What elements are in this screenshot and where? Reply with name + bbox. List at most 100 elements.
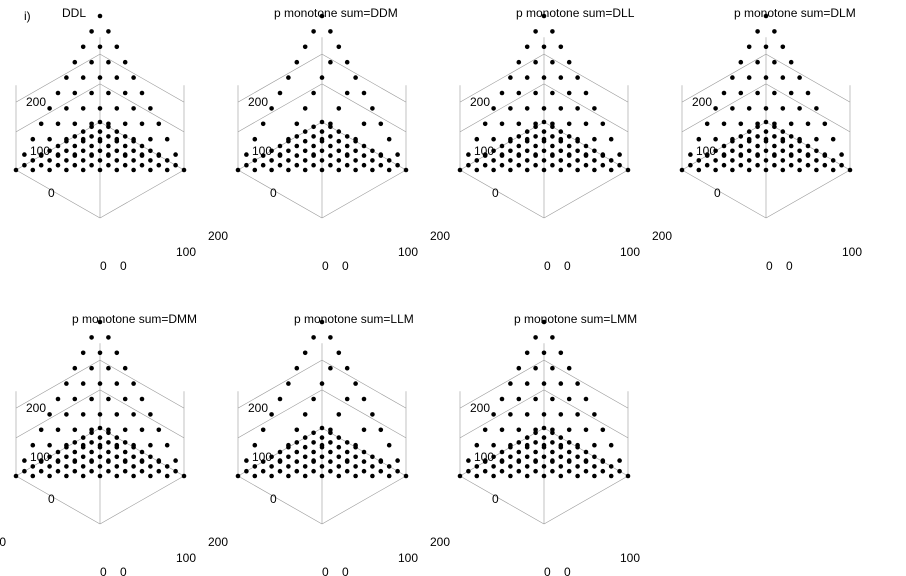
data-point [269, 464, 274, 469]
data-point [797, 167, 802, 173]
axis-grid-line [99, 83, 185, 133]
data-point [97, 148, 103, 154]
data-point [763, 167, 769, 173]
data-point [311, 335, 316, 340]
data-point [336, 412, 342, 417]
data-point [114, 473, 120, 479]
data-point [780, 106, 786, 111]
data-point [244, 468, 249, 474]
axis-grid-line [321, 53, 407, 103]
data-point [763, 75, 769, 80]
data-point [114, 167, 120, 173]
data-point [72, 468, 78, 474]
data-point [353, 148, 358, 154]
data-point [319, 425, 325, 431]
panel-ddm: p monotone sum=DDM 200 100 0 100 0 0 200 [208, 0, 422, 273]
data-point [139, 449, 145, 455]
data-point [713, 148, 718, 154]
data-point [566, 152, 572, 157]
data-point [30, 473, 36, 479]
data-point [173, 458, 178, 463]
data-point [47, 464, 52, 469]
data-point [617, 152, 622, 157]
data-point [64, 464, 69, 469]
data-point [755, 29, 760, 34]
data-point [755, 152, 760, 157]
data-point [269, 412, 274, 417]
data-point [353, 473, 358, 479]
data-point [252, 167, 258, 173]
data-point [47, 158, 52, 163]
data-point [583, 143, 589, 149]
axis-grid-line [681, 83, 767, 133]
data-point [122, 458, 128, 463]
data-point [164, 442, 170, 448]
data-point [269, 106, 274, 111]
data-point [328, 59, 333, 65]
data-point [344, 152, 350, 157]
axis-grid-line [15, 475, 101, 525]
data-point [516, 162, 522, 168]
data-point [822, 121, 828, 127]
data-point [328, 29, 333, 34]
data-point [311, 430, 316, 436]
data-point [378, 152, 384, 157]
data-point [575, 75, 580, 80]
data-point [516, 143, 522, 149]
data-point [164, 158, 170, 163]
data-point [550, 458, 555, 463]
data-point [269, 148, 274, 154]
data-point [148, 473, 153, 479]
data-point [311, 440, 316, 445]
data-point [38, 458, 44, 463]
data-point [302, 473, 308, 479]
data-point [286, 167, 291, 173]
data-point [533, 29, 538, 34]
z-tick-label: 200 [248, 95, 268, 109]
data-point [311, 134, 316, 139]
data-point [156, 121, 162, 127]
data-point [80, 136, 86, 142]
data-point [508, 75, 513, 80]
data-point [370, 412, 375, 417]
data-point [64, 167, 69, 173]
data-point [805, 143, 811, 149]
data-point [386, 136, 392, 142]
data-point [277, 396, 283, 402]
data-point [64, 148, 69, 154]
data-point [395, 152, 400, 157]
data-point [336, 350, 342, 356]
z-origin-label: 0 [270, 492, 277, 506]
data-point [106, 449, 111, 455]
data-point [516, 427, 522, 433]
y-tick-label: 0 [322, 259, 329, 273]
data-point [89, 29, 94, 34]
data-point [788, 134, 794, 139]
data-point [114, 129, 120, 134]
data-point [131, 136, 136, 142]
data-point [139, 162, 145, 168]
data-point [370, 167, 375, 173]
data-point [592, 167, 597, 173]
data-point [541, 136, 547, 142]
data-point [97, 106, 103, 111]
data-point [755, 121, 760, 127]
axis-grid-line [681, 169, 767, 219]
data-point [541, 381, 547, 386]
y-tick-label: 200 [208, 535, 228, 549]
z-origin-label: 0 [714, 186, 721, 200]
axis-grid-line [543, 389, 629, 439]
z-tick-label: 100 [252, 450, 272, 464]
data-point [97, 454, 103, 460]
data-point [156, 458, 162, 463]
data-point [72, 449, 78, 455]
data-point [277, 162, 283, 168]
data-point [89, 121, 94, 127]
data-point [244, 152, 249, 157]
data-point [533, 449, 538, 455]
data-point [386, 473, 392, 479]
data-point [524, 158, 530, 163]
data-point [311, 458, 316, 463]
data-point [772, 143, 777, 149]
data-point [575, 148, 580, 154]
